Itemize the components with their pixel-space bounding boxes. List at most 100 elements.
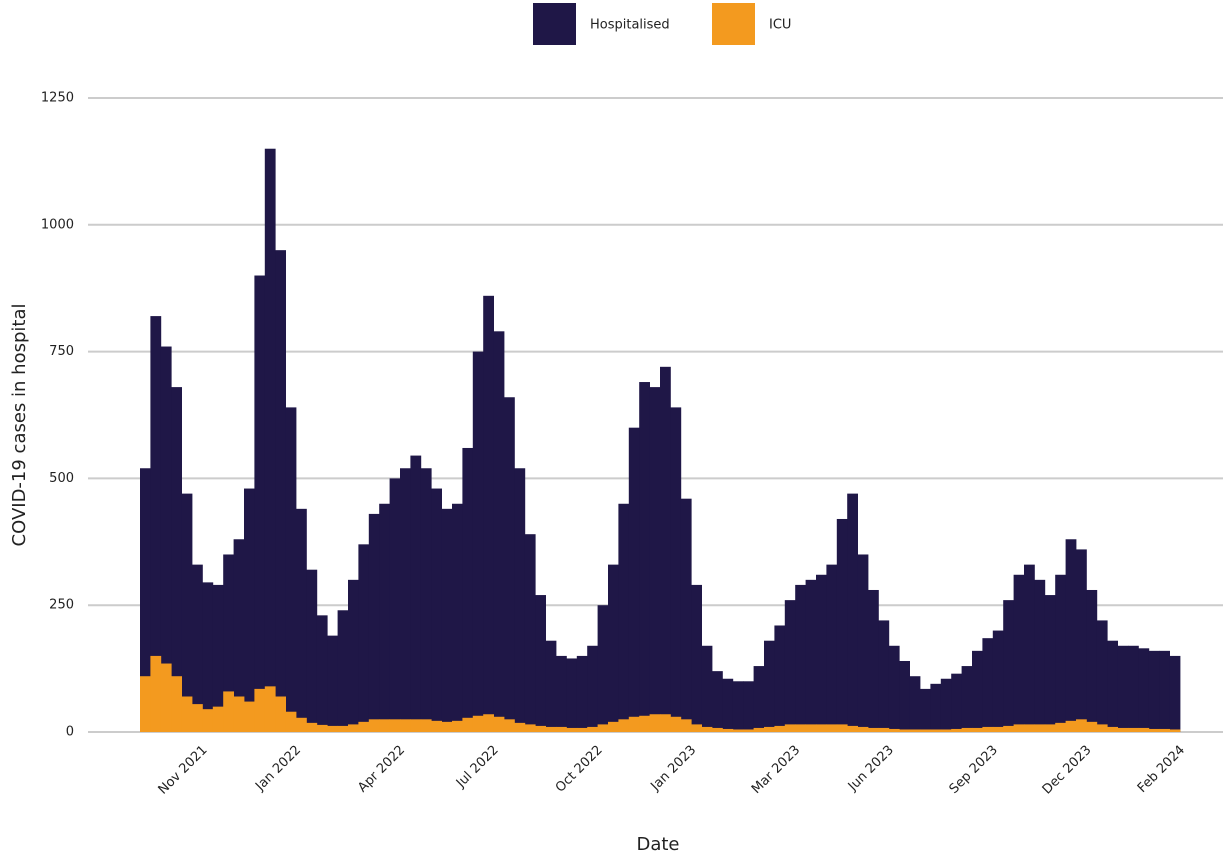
bar	[628, 716, 640, 732]
bar	[181, 696, 193, 732]
bar	[202, 582, 214, 732]
bar	[566, 658, 578, 732]
bar	[1044, 724, 1056, 732]
bar	[930, 729, 942, 732]
x-tick-label: Nov 2021	[156, 743, 211, 798]
bar	[992, 726, 1004, 732]
bar	[940, 729, 952, 732]
bar	[192, 564, 203, 732]
bar	[306, 722, 318, 732]
bar	[431, 488, 442, 732]
bar	[878, 620, 890, 732]
bar	[576, 655, 588, 732]
bar	[160, 346, 172, 732]
bar	[150, 316, 162, 732]
bar	[452, 720, 463, 732]
bar	[784, 600, 796, 732]
bar	[649, 387, 661, 732]
bar	[1034, 579, 1046, 732]
bar	[753, 727, 765, 732]
x-tick-label: Jul 2022	[453, 743, 502, 792]
bar	[680, 498, 692, 732]
bar	[909, 729, 921, 732]
bar	[1076, 549, 1087, 732]
y-tick-label: 0	[66, 725, 74, 740]
bar	[1159, 728, 1170, 732]
bar	[795, 584, 806, 732]
bar	[410, 455, 422, 732]
bar	[306, 569, 318, 732]
bar	[774, 625, 786, 732]
bar	[1159, 650, 1170, 732]
bar	[524, 534, 536, 732]
bar	[327, 635, 338, 732]
bar	[982, 638, 994, 732]
bar	[140, 676, 151, 732]
bar	[556, 726, 567, 732]
bar	[940, 678, 952, 732]
bar	[722, 728, 734, 732]
bar	[566, 727, 578, 732]
bar	[805, 579, 817, 732]
bar	[264, 148, 276, 733]
bar	[660, 714, 671, 732]
bar	[337, 610, 349, 732]
bar	[244, 701, 255, 732]
bar	[410, 719, 422, 732]
bar	[1107, 640, 1118, 732]
bar	[628, 427, 640, 732]
bar	[878, 727, 890, 732]
x-tick-label: Dec 2023	[1040, 743, 1095, 798]
bar	[847, 493, 858, 732]
bar	[1096, 724, 1108, 732]
x-tick-label: Jan 2022	[252, 743, 304, 795]
bar	[441, 508, 453, 732]
bar	[961, 666, 973, 732]
bar	[857, 554, 869, 732]
bar	[961, 727, 973, 732]
bar	[368, 513, 380, 732]
bar	[493, 716, 505, 732]
bar	[992, 630, 1004, 732]
bar	[535, 725, 546, 732]
bar	[1117, 645, 1129, 732]
bar	[441, 721, 453, 732]
bar	[379, 719, 390, 732]
bar	[504, 397, 515, 732]
bar	[670, 407, 682, 732]
bar	[784, 724, 796, 732]
bar	[805, 724, 817, 732]
bar	[1107, 726, 1118, 732]
bar	[743, 681, 754, 732]
bar	[951, 728, 962, 732]
bar	[514, 468, 526, 732]
bar	[285, 711, 297, 732]
bar	[1169, 729, 1181, 732]
bar	[327, 725, 338, 732]
bar	[483, 714, 494, 732]
bar	[171, 676, 182, 732]
bar	[223, 554, 234, 732]
bar	[1024, 724, 1035, 732]
bar	[930, 683, 942, 732]
x-tick-label: Sep 2023	[947, 743, 1001, 797]
y-tick-label: 500	[49, 471, 74, 486]
bar	[545, 726, 557, 732]
bar	[670, 716, 682, 732]
bar	[254, 275, 266, 732]
bar	[504, 719, 515, 732]
bar	[1076, 719, 1087, 732]
bar	[753, 666, 765, 732]
bar	[701, 645, 713, 732]
bar	[1128, 727, 1139, 732]
bar	[223, 691, 234, 732]
bar	[712, 671, 723, 732]
bar	[1096, 620, 1108, 732]
x-axis-title: Date	[636, 834, 679, 855]
bar	[389, 478, 401, 732]
bar	[264, 686, 276, 732]
bar	[1138, 648, 1150, 732]
bar	[639, 715, 650, 732]
bar	[888, 728, 900, 732]
bar	[420, 468, 432, 732]
